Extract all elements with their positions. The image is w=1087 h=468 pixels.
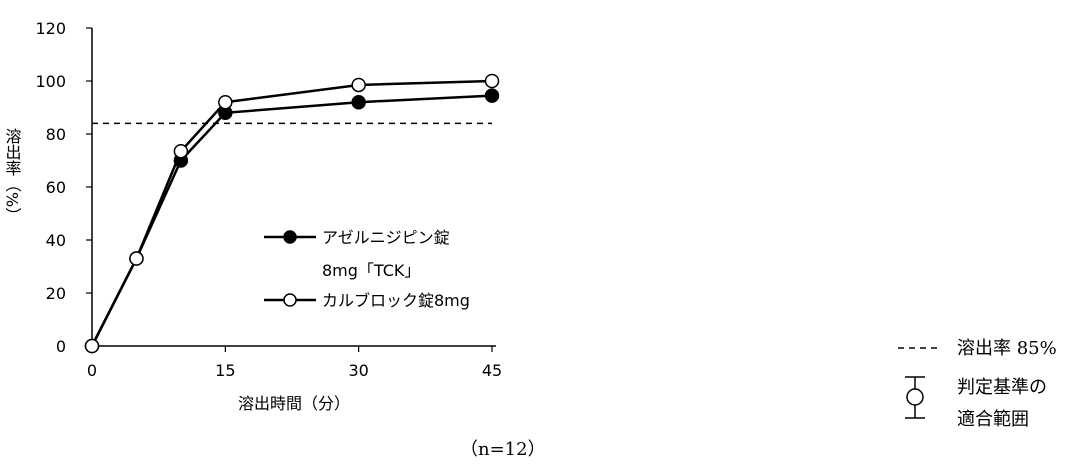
- legend-item-series-1: アゼルニジピン錠 8mg「TCK」: [264, 228, 450, 280]
- series-2-point: [84, 338, 100, 354]
- series-line-2: [90, 79, 493, 347]
- x-axis-title: 溶出時間（分）: [238, 394, 350, 413]
- series-2-point: [173, 143, 189, 159]
- legend-label-series-2: カルブロック錠8mg: [322, 291, 470, 310]
- legend-label-series-1-line-2: 8mg「TCK」: [322, 261, 420, 280]
- side-legend-range-label-line-2: 適合範囲: [957, 409, 1029, 430]
- legend-marker-filled: [283, 230, 297, 244]
- side-legend: 溶出率 85% 判定基準の 適合範囲: [898, 338, 1057, 430]
- x-tick-label: 15: [215, 361, 235, 380]
- y-tick-label: 40: [46, 231, 66, 250]
- series-group: [84, 73, 500, 354]
- series-2-point: [351, 77, 366, 93]
- series-2-point: [218, 94, 233, 110]
- legend: アゼルニジピン錠 8mg「TCK」 カルブロック錠8mg: [264, 228, 470, 310]
- series-1-point: [484, 88, 500, 103]
- y-axis-title: 溶出率（%）: [3, 128, 22, 223]
- legend-label-series-1-line-1: アゼルニジピン錠: [322, 228, 450, 247]
- x-tick-label: 45: [482, 361, 502, 380]
- y-tick-label: 60: [46, 178, 66, 197]
- series-2-point: [129, 251, 144, 266]
- legend-marker-open: [283, 293, 297, 307]
- series-2-point: [484, 73, 500, 89]
- series-1-point: [351, 94, 366, 110]
- x-tick-label: 0: [87, 361, 97, 380]
- acceptance-range-icon: [905, 376, 925, 419]
- y-tick-label: 80: [46, 125, 66, 144]
- x-ticks: 0 15 30 45: [87, 346, 502, 380]
- side-legend-dashed-label: 溶出率 85%: [957, 338, 1057, 359]
- y-tick-label: 20: [46, 284, 66, 303]
- x-tick-label: 30: [348, 361, 368, 380]
- legend-item-series-2: カルブロック錠8mg: [264, 291, 470, 310]
- side-legend-range-label-line-1: 判定基準の: [957, 377, 1047, 398]
- sample-size-note: （n=12）: [460, 439, 546, 460]
- y-tick-label: 120: [35, 19, 66, 38]
- y-tick-label: 0: [56, 337, 66, 356]
- y-ticks: 0 20 40 60 80 100 120: [35, 19, 92, 356]
- y-tick-label: 100: [35, 72, 66, 91]
